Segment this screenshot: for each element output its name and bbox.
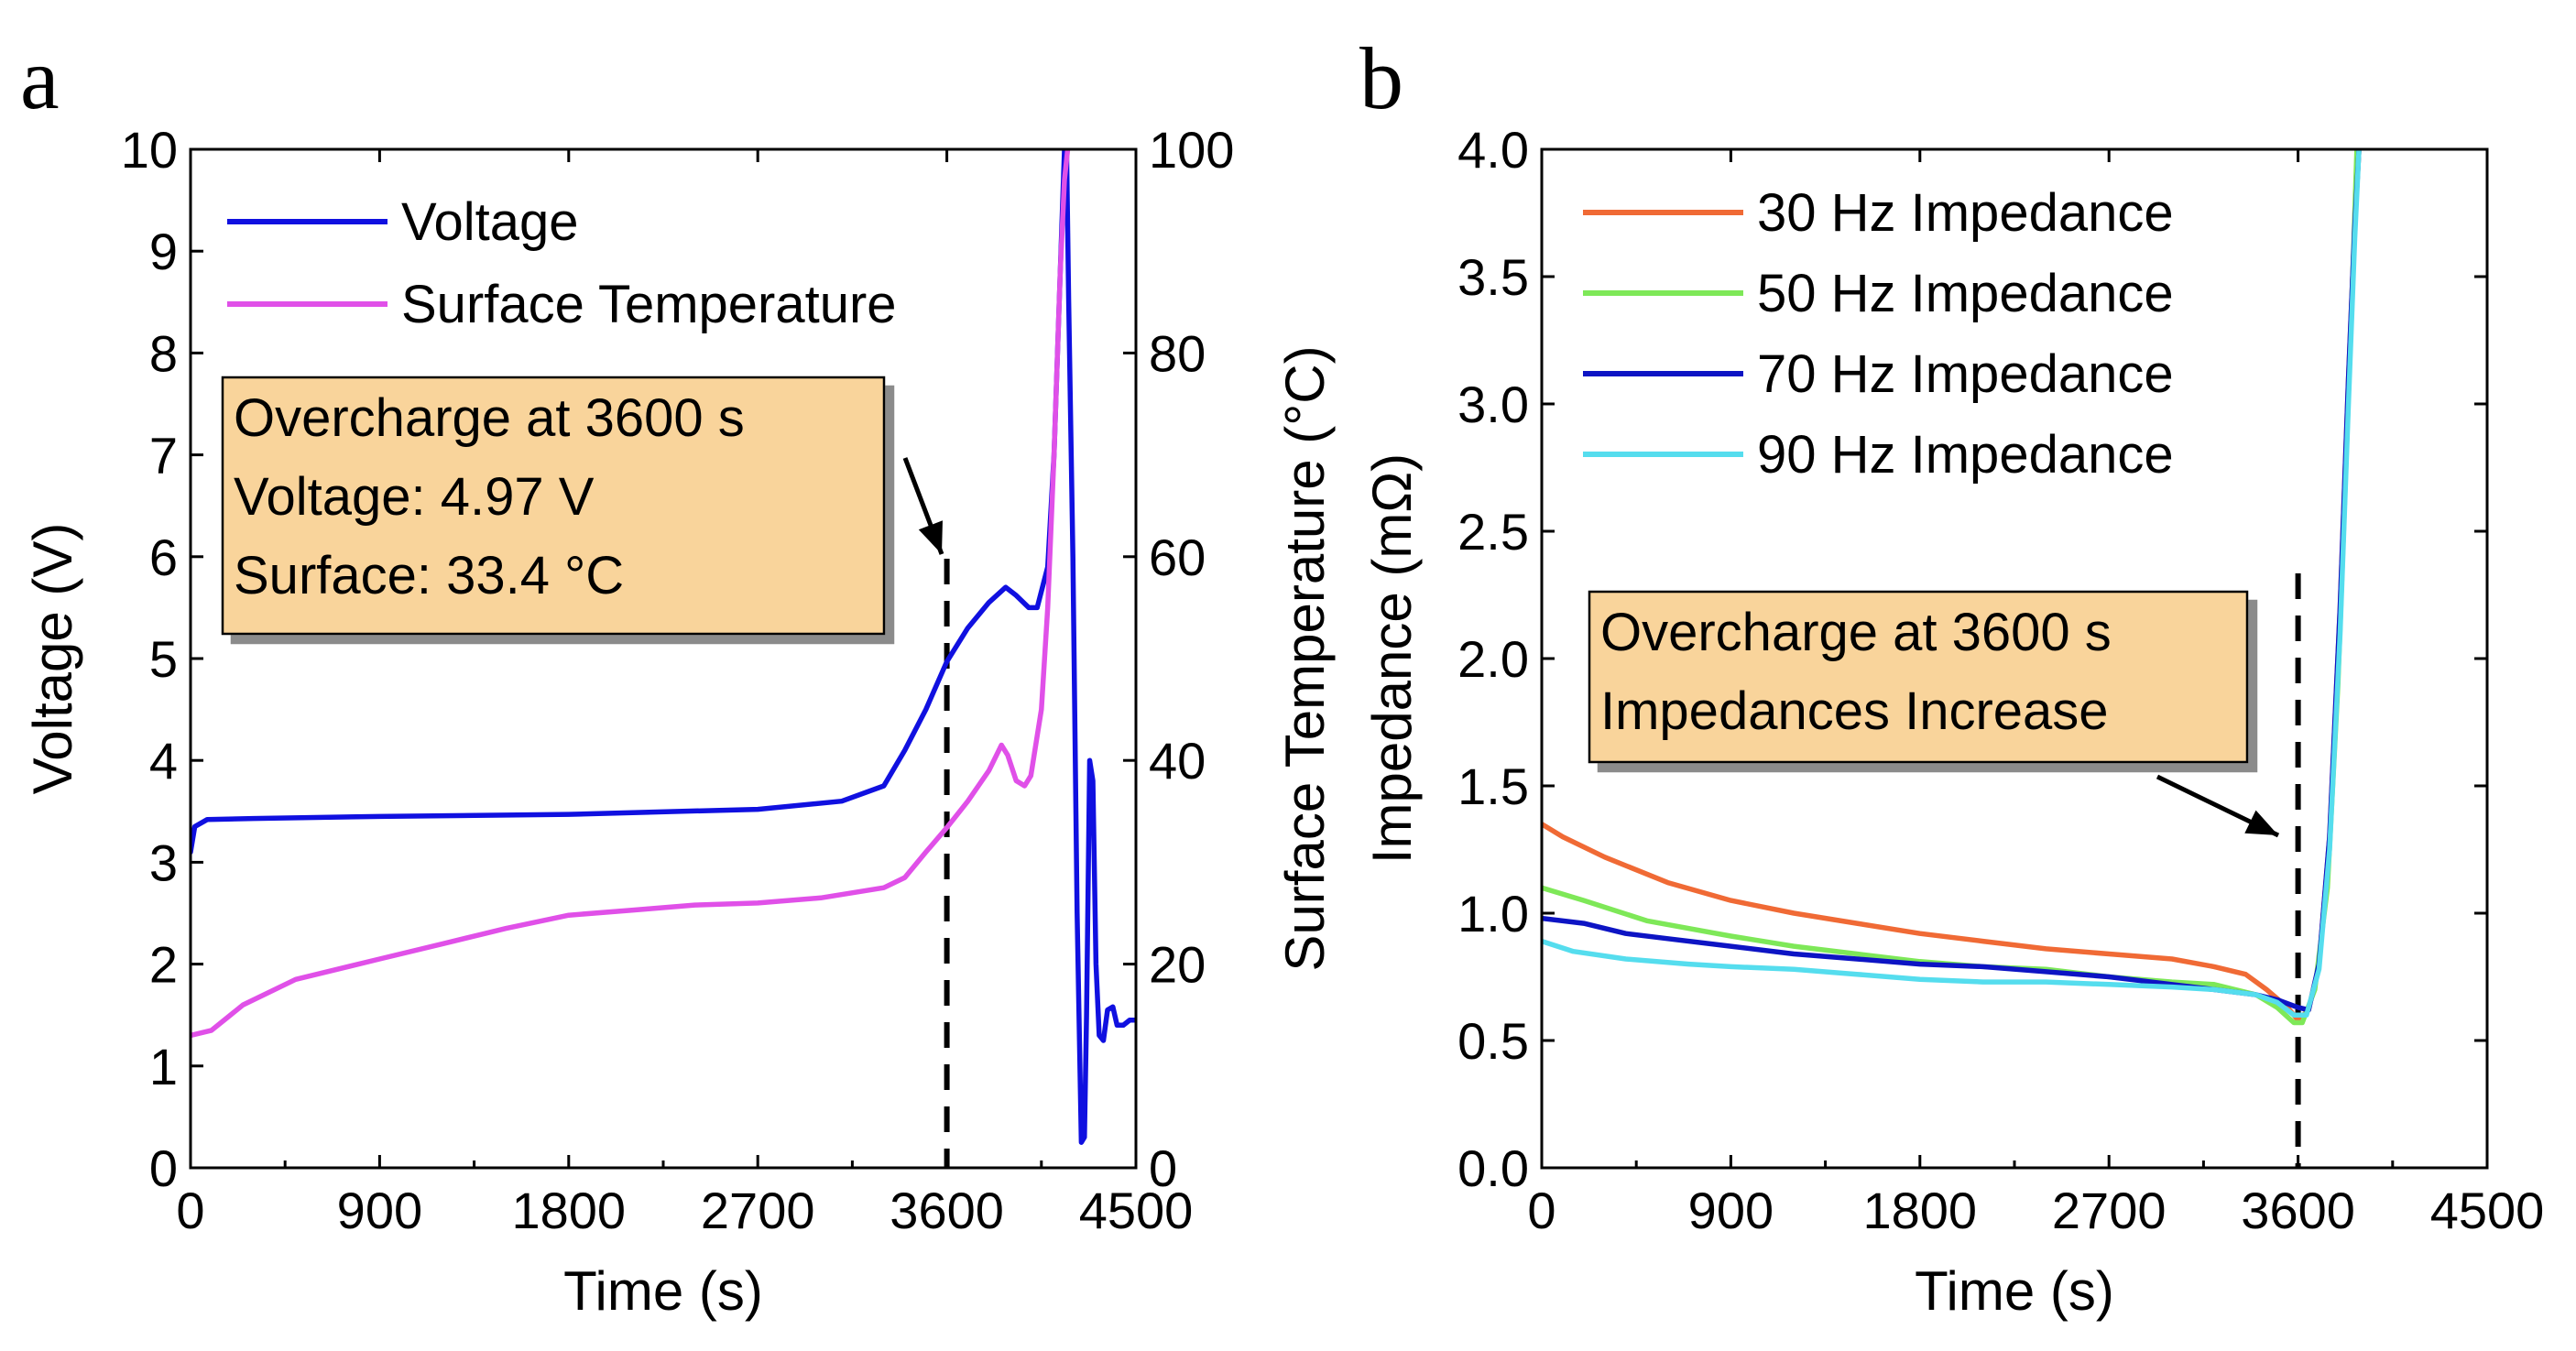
- panel-a-y-tick-label: 7: [149, 427, 178, 485]
- panel-a-y-tick-label: 9: [149, 223, 178, 280]
- panel-b-y-tick-label: 3.0: [1457, 376, 1529, 433]
- panel-b-y-tick-label: 4.0: [1457, 121, 1529, 179]
- panel-b-y-tick-label: 2.0: [1457, 630, 1529, 688]
- panel-b: b 0 900 1800 2700 3600 4500 0.0 0.5 1.0 1.5 2.0 2.5…: [1359, 29, 2544, 1322]
- panel-a-annotation-text: Voltage: 4.97 V: [234, 467, 595, 527]
- panel-a-y-tick-label: 5: [149, 630, 178, 688]
- panel-a-x-tick-label: 3600: [890, 1182, 1004, 1239]
- panel-b-y-axis-title: Impedance (mΩ): [1361, 453, 1423, 864]
- panel-a-x-tick-label: 900: [337, 1182, 422, 1239]
- panel-b-y-tick-label: 2.5: [1457, 503, 1529, 561]
- panel-a-x-tick-label: 1800: [512, 1182, 627, 1239]
- panel-b-annotation-arrowhead: [2244, 810, 2278, 835]
- panel-b-x-tick-label: 2700: [2052, 1182, 2167, 1239]
- panel-a-annotation-text: Overcharge at 3600 s: [234, 388, 745, 448]
- panel-a-legend-label: Voltage: [401, 192, 579, 252]
- panel-b-annotation-text: Impedances Increase: [1600, 681, 2109, 741]
- panel-b-y-tick-label: 3.5: [1457, 248, 1529, 306]
- panel-a-series-surface-temperature: [191, 149, 1071, 1039]
- panel-a-x-tick-label: 2700: [701, 1182, 815, 1239]
- panel-a-y-tick-label: 3: [149, 833, 178, 891]
- panel-a-x-axis-title: Time (s): [563, 1260, 763, 1322]
- panel-a-y-tick-label: 1: [149, 1038, 178, 1095]
- panel-a-x-tick-label: 4500: [1079, 1182, 1194, 1239]
- panel-a-letter: a: [20, 29, 60, 127]
- panel-a-y-tick-label: 4: [149, 732, 178, 790]
- panel-a-y-tick-label: 0: [149, 1139, 178, 1197]
- panel-a-y2-tick-label: 100: [1149, 121, 1234, 179]
- panel-a-y2-tick-label: 80: [1149, 324, 1206, 382]
- panel-a-y2-tick-label: 60: [1149, 528, 1206, 586]
- panel-a-annotation-text: Surface: 33.4 °C: [234, 546, 624, 605]
- panel-a-y2-tick-label: 0: [1149, 1139, 1177, 1197]
- panel-b-y-tick-label: 0.5: [1457, 1012, 1529, 1070]
- panel-a-x-tick-label: 0: [176, 1182, 204, 1239]
- panel-b-y-tick-label: 0.0: [1457, 1139, 1529, 1197]
- panel-b-y-tick-label: 1.0: [1457, 885, 1529, 942]
- panel-a-y-tick-label: 8: [149, 324, 178, 382]
- panel-a-y2-tick-label: 40: [1149, 732, 1206, 790]
- panel-b-x-tick-label: 3600: [2241, 1182, 2355, 1239]
- panel-a-y2-tick-label: 20: [1149, 936, 1206, 994]
- panel-b-x-axis-title: Time (s): [1915, 1260, 2114, 1322]
- panel-a-y-axis-title: Voltage (V): [22, 523, 83, 795]
- panel-b-series-90-hz-impedance: [1542, 149, 2362, 1018]
- panel-b-x-tick-label: 1800: [1863, 1182, 1978, 1239]
- panel-b-x-tick-label: 900: [1688, 1182, 1774, 1239]
- panel-b-x-tick-label: 4500: [2430, 1182, 2545, 1239]
- panel-b-legend-label: 70 Hz Impedance: [1757, 344, 2174, 404]
- panel-a: a 0 900 1800 2700 3600 4500012345678910020406…: [20, 29, 1336, 1322]
- panel-a-y-tick-label: 2: [149, 936, 178, 994]
- panel-a-y2-axis-title: Surface Temperature (°C): [1274, 345, 1336, 971]
- panel-a-legend-label: Surface Temperature: [401, 275, 897, 334]
- panel-b-legend-label: 30 Hz Impedance: [1757, 183, 2174, 243]
- panel-a-annotation-box: [221, 376, 886, 636]
- panel-b-x-tick-label: 0: [1527, 1182, 1555, 1239]
- panel-a-y-tick-label: 10: [121, 121, 178, 179]
- panel-b-y-tick-label: 1.5: [1457, 757, 1529, 815]
- panel-a-annotation-arrowhead: [918, 520, 943, 554]
- panel-a-y-tick-label: 6: [149, 528, 178, 586]
- panel-b-legend-label: 50 Hz Impedance: [1757, 264, 2174, 323]
- panel-b-annotation-box: [1588, 590, 2249, 764]
- panel-b-letter: b: [1359, 29, 1403, 127]
- panel-b-annotation-text: Overcharge at 3600 s: [1600, 603, 2112, 662]
- panel-b-legend-label: 90 Hz Impedance: [1757, 425, 2174, 485]
